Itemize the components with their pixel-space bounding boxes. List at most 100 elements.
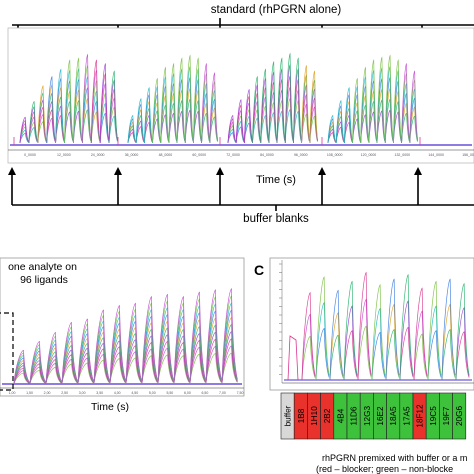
panel-c-ligand-label: 19C5 <box>429 406 438 426</box>
panel-a-peak-trace <box>64 59 74 144</box>
panel-a-peak-trace <box>82 53 92 144</box>
panel-c-peak-trace <box>315 302 330 381</box>
panel-a-peak-trace <box>184 54 194 144</box>
panel-c-ligand-label: 11D6 <box>350 406 359 425</box>
panel-a-peak-trace <box>152 77 161 144</box>
panel-b-tick-label: 4,00 <box>114 391 121 395</box>
panel-c-caption-line-2: (red – blocker; green – non-blocke <box>316 464 453 474</box>
panel-a-peak-trace <box>309 70 318 144</box>
panel-c-ligand-label: 17A5 <box>402 406 411 426</box>
panel-a-peak-trace <box>176 57 186 144</box>
panel-a-peak-trace <box>235 99 245 144</box>
panel-a-tick-labels: 0_0000 12_0000 24_0000 36_0000 48_0000 60_000… <box>24 153 474 157</box>
panel-a-peak-trace <box>127 114 137 144</box>
panel-b-tick-label: 6,00 <box>184 391 191 395</box>
panel-a-bottom-arrowhead <box>114 167 122 175</box>
panel-a-traces <box>10 52 472 146</box>
panel-b-peak-trace <box>77 318 94 385</box>
panel-a-peak-trace <box>393 59 402 144</box>
panel-c-peak-trace <box>399 300 414 381</box>
panel-a-tick-label: 120_0000 <box>361 153 377 157</box>
panel-a-peak-trace <box>268 61 278 144</box>
panel-a-peak-trace <box>108 70 118 144</box>
panel-c-peak-trace <box>385 278 400 381</box>
panel-a-peak-trace <box>244 88 253 144</box>
panel-b-tick-label: 7,50 <box>237 391 244 395</box>
panel-c-ligand-label: buffer <box>284 405 293 426</box>
panel-b-annotation-line-1: one analyte on <box>8 261 77 273</box>
panel-a-peak-trace <box>227 114 237 144</box>
panel-a-x-axis-label: Time (s) <box>256 174 296 186</box>
panel-a-peak-trace <box>99 63 109 144</box>
panel-c-peak-trace <box>329 289 344 381</box>
panel-a-peak-trace <box>28 101 38 144</box>
panel-b-tick-label: 1,50 <box>26 391 33 395</box>
panel-a-tick-label: 108_0000 <box>327 153 343 157</box>
panel-a-peak-trace <box>46 76 56 144</box>
panel-b-tick-label: 1,00 <box>9 391 16 395</box>
panel-c-peak-trace <box>315 327 330 381</box>
panel-a-peak-trace <box>201 62 210 144</box>
panel-c-peak-trace <box>301 335 316 381</box>
panel-b-annotation-line-2: 96 ligands <box>20 274 68 286</box>
panel-c-ligand-label: 16E2 <box>376 406 385 426</box>
panel-a-top-label: standard (rhPGRN alone) <box>211 4 342 16</box>
panel-a-tick-label: 144_0000 <box>428 153 444 157</box>
panel-a-tick-label: 84_0000 <box>260 153 274 157</box>
panel-c-peak-trace <box>329 312 344 381</box>
panel-c-peak-trace <box>357 271 372 381</box>
panel-b-annotation: one analyte on 96 ligands <box>8 261 80 286</box>
panel-a-bottom-arrows <box>8 167 422 205</box>
panel-c-peak-trace <box>399 273 414 381</box>
panel-c-traces <box>284 271 472 381</box>
panel-c-caption-line-1: rhPGRN premixed with buffer or a m <box>322 453 467 463</box>
panel-a-peak-trace <box>209 72 218 144</box>
panel-a-peak-trace <box>284 52 294 144</box>
panel-c-ligand-label: 18A5 <box>389 406 398 426</box>
panel-c-peak-trace <box>385 303 400 381</box>
panel-a-peak-trace <box>260 68 269 144</box>
panel-b-peak-trace <box>205 289 222 385</box>
panel-b-peak-trace <box>45 331 62 385</box>
panel-c-peak-trace <box>413 287 428 381</box>
panel-c-peak-trace <box>329 334 344 381</box>
panel-b-tick-label: 4,50 <box>131 391 138 395</box>
panel-c-ligand-label: 12G3 <box>363 406 372 426</box>
panel-c-peak-trace <box>427 305 442 381</box>
panel-a-peak-trace <box>252 75 261 144</box>
panel-a-peak-trace <box>327 114 337 144</box>
panel-c-peak-trace <box>427 280 442 381</box>
panel-a-tick-label: 24_0000 <box>91 153 105 157</box>
panel-c-peak-trace <box>455 307 470 381</box>
panel-a-tick-label: 12_0000 <box>57 153 71 157</box>
panel-c-peak-trace <box>413 333 428 381</box>
panel-c: C buffer 1B8 1H10 2B2 4B4 11D6 12G3 16E2 18A5 17A… <box>254 257 474 474</box>
panel-b: 1,00 1,50 2,00 2,50 3,00 3,50 4,00 4,50 5,00 5,50… <box>0 257 245 413</box>
panel-a-peak-trace <box>401 62 410 144</box>
panel-b-peak-trace <box>157 293 174 385</box>
panel-c-peak-trace <box>385 329 400 381</box>
panel-a-peak-trace <box>384 54 394 144</box>
panel-a-peak-trace <box>160 66 169 144</box>
panel-a-peak-trace <box>335 100 345 144</box>
panel-a-peak-trace <box>276 57 286 144</box>
panel-c-peak-trace <box>371 307 386 381</box>
panel-c-peak-trace <box>301 291 316 381</box>
panel-a-peak-trace <box>168 62 178 144</box>
panel-a-peak-trace <box>344 87 353 144</box>
panel-a-tick-label: 0_0000 <box>24 153 36 157</box>
panel-a-bottom-arrowhead <box>216 167 224 175</box>
panel-b-tick-label: 3,00 <box>79 391 86 395</box>
panel-c-ligand-label: 1H10 <box>310 406 319 426</box>
panel-a-peak-trace <box>73 57 83 144</box>
panel-a-bottom-arrowhead <box>414 167 422 175</box>
panel-a-tick-label: 72_0000 <box>226 153 240 157</box>
panel-a-peak-trace <box>301 64 310 144</box>
panel-a-peak-trace <box>144 87 153 144</box>
panel-a-tick-label: 36_0000 <box>125 153 139 157</box>
panel-c-peak-trace <box>441 303 456 381</box>
panel-a-bottom-label: buffer blanks <box>243 213 309 225</box>
panel-b-peak-trace <box>13 349 30 385</box>
panel-a-peak-trace <box>293 57 302 144</box>
